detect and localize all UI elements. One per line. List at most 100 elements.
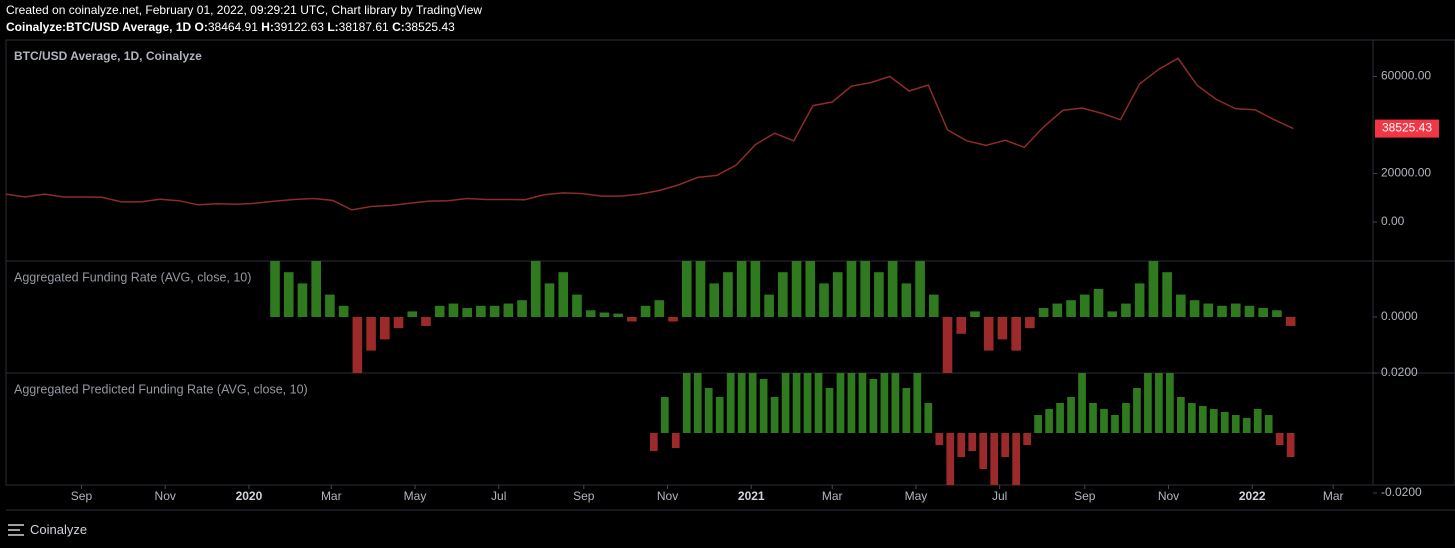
bar <box>1166 373 1174 434</box>
bar <box>1258 308 1269 317</box>
bar <box>723 272 733 317</box>
pane <box>649 373 1295 485</box>
bar <box>915 261 925 317</box>
x-tick-label: Nov <box>1158 489 1179 503</box>
bar <box>1066 300 1076 317</box>
pane-title: BTC/USD Average, 1D, Coinalyze <box>14 49 202 63</box>
bar <box>1067 397 1075 434</box>
bar <box>1093 289 1104 317</box>
bar <box>1231 415 1240 434</box>
bar <box>462 308 472 317</box>
bar <box>1220 412 1229 434</box>
bar <box>1230 303 1241 317</box>
bar <box>1121 303 1131 317</box>
bar <box>1011 317 1021 351</box>
ohlc-value: 38525.43 <box>404 20 455 34</box>
bar <box>968 433 977 452</box>
bar <box>1253 409 1262 434</box>
bar <box>1079 294 1090 317</box>
bar <box>901 283 912 317</box>
bar <box>832 272 843 317</box>
header-title: Created on coinalyze.net, February 01, 2… <box>6 3 483 17</box>
bar <box>1012 433 1020 485</box>
bar <box>778 272 788 317</box>
bar <box>1155 373 1163 434</box>
bar <box>503 303 514 317</box>
bar <box>1148 261 1159 317</box>
bar <box>704 388 713 434</box>
bar <box>983 317 994 351</box>
ohlc-value: 38187.61 <box>338 20 389 34</box>
bar <box>681 261 692 317</box>
bar <box>1052 303 1063 317</box>
bar <box>887 261 898 317</box>
bar <box>1275 433 1284 446</box>
bar <box>1045 409 1053 434</box>
bar <box>1198 406 1207 434</box>
bar <box>770 397 779 434</box>
bar <box>764 294 774 317</box>
bar <box>599 312 610 317</box>
bar <box>935 433 944 446</box>
bar <box>979 433 988 470</box>
y-tick-label: -0.0200 <box>1381 485 1422 499</box>
bar <box>1001 433 1010 458</box>
bar <box>1089 403 1097 434</box>
bar <box>736 261 747 317</box>
symbol: Coinalyze:BTC/USD Average, 1D <box>6 20 192 34</box>
bar <box>283 272 294 317</box>
bar <box>1034 415 1042 434</box>
bar <box>880 373 889 434</box>
bar <box>913 373 922 434</box>
bar <box>874 272 884 317</box>
bar <box>682 373 691 434</box>
bar <box>957 433 966 458</box>
bar <box>572 294 582 317</box>
bar <box>613 313 623 317</box>
x-tick-label: May <box>404 489 427 503</box>
bar <box>759 379 768 434</box>
x-tick-label: Jul <box>491 489 506 503</box>
bar <box>1244 305 1255 317</box>
bar <box>668 317 678 322</box>
bar <box>924 403 933 434</box>
price-line <box>6 57 1294 211</box>
bar <box>671 433 680 449</box>
bar <box>654 300 665 317</box>
pane <box>6 57 1294 211</box>
y-tick-label: 0.0200 <box>1381 365 1418 379</box>
bar <box>1038 308 1049 317</box>
ohlc: O:38464.91 H:39122.63 L:38187.61 C:38525… <box>195 20 455 34</box>
bar <box>792 373 801 434</box>
bar <box>1209 409 1218 434</box>
bar <box>1242 418 1251 434</box>
bar <box>366 317 376 351</box>
bar <box>737 373 746 434</box>
bar <box>715 397 724 434</box>
y-tick-label: 60000.00 <box>1381 69 1431 83</box>
bar <box>695 261 706 317</box>
bar <box>946 433 955 485</box>
bar <box>726 373 735 434</box>
x-tick-label: Jul <box>992 489 1007 503</box>
bar <box>448 303 459 317</box>
x-tick-label: Nov <box>155 489 176 503</box>
bar <box>693 373 702 434</box>
bar <box>530 261 541 317</box>
bar <box>1023 433 1031 446</box>
pane-title: Aggregated Predicted Funding Rate (AVG, … <box>14 382 308 396</box>
logo <box>8 523 24 536</box>
bar <box>1144 373 1152 434</box>
ohlc-label: C: <box>392 20 405 34</box>
x-tick-label: Mar <box>822 489 843 503</box>
bar <box>421 317 431 326</box>
x-tick-label: Mar <box>1323 489 1344 503</box>
bar <box>1100 409 1108 434</box>
bar <box>1107 311 1118 317</box>
x-tick-label: Mar <box>321 489 342 503</box>
bar <box>748 373 757 434</box>
bar <box>270 261 280 317</box>
bar <box>814 373 823 434</box>
y-tick-label: 20000.00 <box>1381 166 1431 180</box>
bar <box>869 379 878 434</box>
